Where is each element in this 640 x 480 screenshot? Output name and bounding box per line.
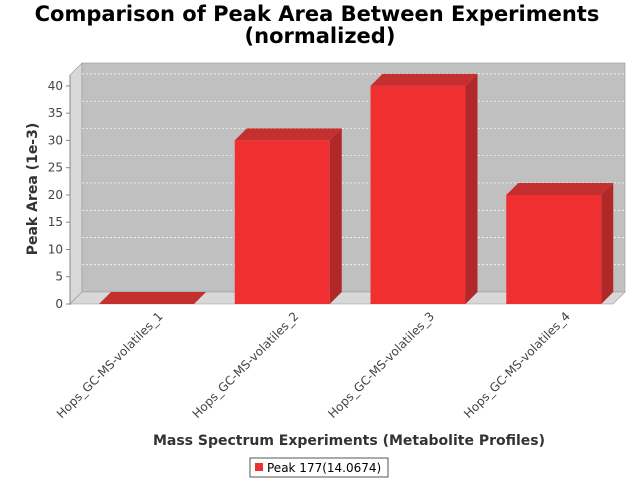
y-tick-label: 5 (55, 270, 63, 284)
y-tick-label: 15 (48, 215, 63, 229)
bar-top (370, 73, 478, 86)
y-axis-label: Peak Area (1e-3) (25, 123, 41, 256)
legend-label: Peak 177(14.0674) (267, 461, 381, 475)
x-tick-label: Hops_GC-MS-volatiles_1 (54, 309, 166, 421)
y-tick-label: 30 (48, 133, 63, 147)
bar-top (234, 128, 342, 141)
bars (99, 73, 614, 305)
bar-4 (506, 182, 614, 304)
legend-box (249, 457, 389, 478)
bar-front (370, 85, 466, 305)
y-tick-label: 25 (48, 161, 63, 175)
bar-2 (234, 128, 342, 304)
y-tick-label: 35 (48, 106, 63, 120)
bar-side (601, 182, 614, 304)
x-axis: Hops_GC-MS-volatiles_1 Hops_GC-MS-volatil… (54, 309, 573, 421)
y-tick-label: 0 (55, 297, 63, 311)
bar-side (465, 73, 478, 305)
x-axis-label: Mass Spectrum Experiments (Metabolite Pr… (153, 433, 545, 449)
y-tick-label: 40 (48, 79, 63, 93)
x-tick-label: Hops_GC-MS-volatiles_2 (190, 309, 302, 421)
legend-swatch (255, 463, 263, 471)
bar-top (99, 292, 206, 304)
y-tick-label: 10 (48, 242, 63, 256)
x-tick-label: Hops_GC-MS-volatiles_4 (461, 309, 573, 421)
bar-top (506, 182, 614, 195)
chart-subtitle: (normalized) (245, 24, 396, 48)
bar-front (506, 194, 602, 304)
bar-side (329, 128, 342, 304)
plot-left-wall (69, 62, 83, 305)
y-tick-label: 20 (48, 188, 63, 202)
bar-3 (370, 73, 478, 305)
x-tick-label: Hops_GC-MS-volatiles_3 (325, 309, 437, 421)
legend: Peak 177(14.0674) (249, 457, 389, 478)
y-axis: 0 5 10 15 20 25 30 35 40 (48, 75, 71, 311)
bar-1 (99, 292, 206, 304)
bar-front (234, 140, 330, 304)
chart-title: Comparison of Peak Area Between Experime… (35, 2, 600, 26)
